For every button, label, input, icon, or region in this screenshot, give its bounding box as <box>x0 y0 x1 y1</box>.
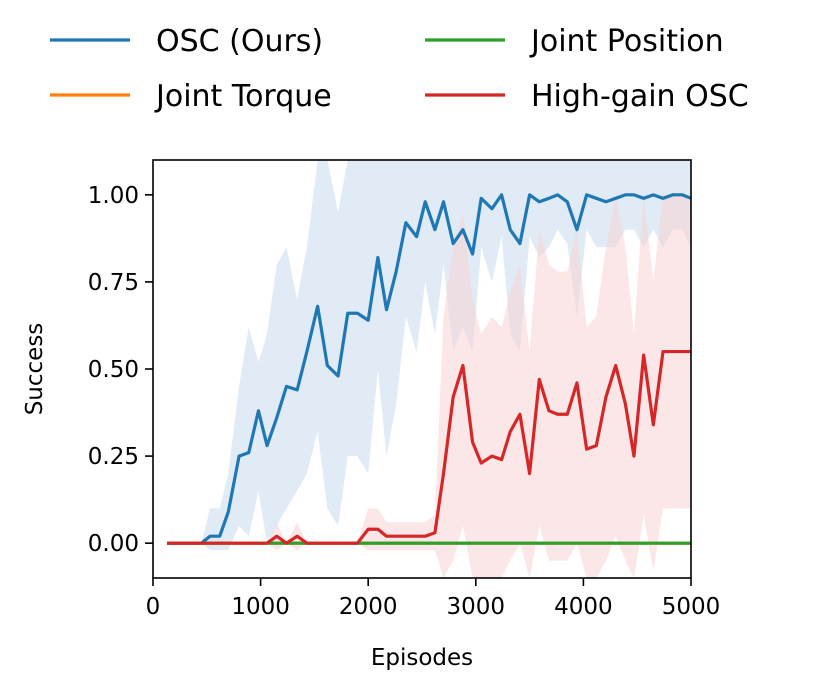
x-tick-label: 0 <box>146 594 161 620</box>
y-tick-label: 0.50 <box>88 357 139 383</box>
x-tick-label: 4000 <box>554 594 613 620</box>
x-tick-label: 3000 <box>447 594 506 620</box>
y-axis-label: Success <box>22 323 48 416</box>
legend: OSC (Ours) Joint Torque Joint Position High… <box>50 24 749 114</box>
x-tick-label: 1000 <box>231 594 290 620</box>
osc-ours-legend-label: OSC (Ours) <box>156 24 323 59</box>
y-tick-label: 0.25 <box>88 444 139 470</box>
y-axis: 0.00 0.25 0.50 0.75 1.00 <box>88 183 153 557</box>
joint-torque-legend-label: Joint Torque <box>154 79 332 114</box>
y-tick-label: 1.00 <box>88 183 139 209</box>
joint-position-legend-label: Joint Position <box>529 24 724 59</box>
confidence-bands <box>166 160 691 578</box>
high-gain-osc-band <box>166 194 691 578</box>
y-tick-label: 0.00 <box>88 531 139 557</box>
y-tick-label: 0.75 <box>88 270 139 296</box>
osc-ours-line <box>166 193 691 545</box>
x-tick-label: 2000 <box>339 594 398 620</box>
series-lines <box>166 193 691 545</box>
x-tick-label: 5000 <box>662 594 721 620</box>
x-axis: 0 1000 2000 3000 4000 5000 <box>146 578 721 620</box>
high-gain-osc-line <box>166 349 691 545</box>
high-gain-osc-legend-label: High-gain OSC <box>531 79 749 114</box>
osc-ours-band <box>166 160 691 551</box>
x-axis-label: Episodes <box>371 645 473 671</box>
